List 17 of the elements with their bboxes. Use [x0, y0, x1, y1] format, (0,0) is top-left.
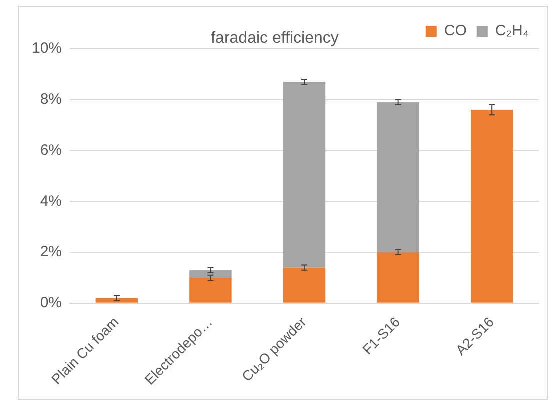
bar: [377, 252, 420, 303]
y-tick-label: 4%: [40, 192, 62, 210]
y-tick-label: 0%: [40, 294, 62, 312]
y-tick-label: 2%: [40, 244, 62, 261]
bar: [190, 278, 232, 303]
bar: [377, 102, 420, 253]
bar: [283, 82, 326, 268]
y-tick-label: 10%: [32, 40, 62, 58]
legend-label: CO: [444, 22, 467, 40]
y-tick-label: 6%: [40, 142, 62, 159]
chart-title: faradaic efficiency: [210, 30, 340, 48]
bar: [471, 110, 514, 303]
bar: [283, 268, 326, 303]
bar: [96, 298, 138, 303]
y-tick-label: 8%: [40, 91, 62, 108]
legend-label: C₂H₄: [495, 22, 530, 40]
bar: [190, 270, 232, 278]
